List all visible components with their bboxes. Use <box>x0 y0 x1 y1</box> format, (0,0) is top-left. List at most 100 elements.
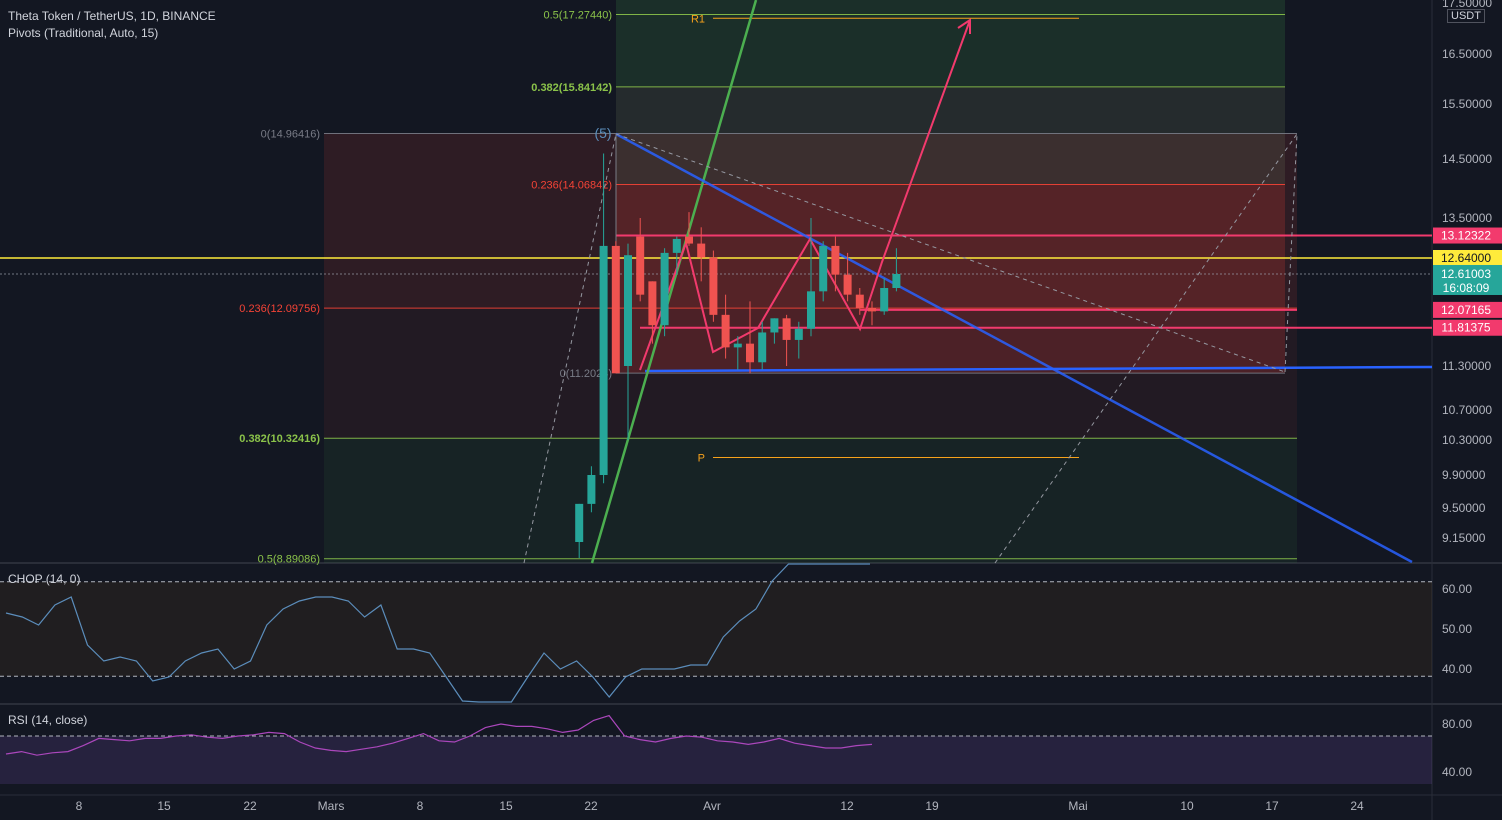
pivot-label: P <box>698 453 705 465</box>
price-label-text: 12.61003 <box>1441 267 1491 281</box>
candle-body <box>648 281 657 326</box>
time-axis-tick: 15 <box>499 799 513 813</box>
candle-body <box>819 245 828 292</box>
time-axis-tick: Mai <box>1068 799 1087 813</box>
candle-body <box>697 243 706 258</box>
price-axis-tick: 10.30000 <box>1442 433 1492 447</box>
indicators <box>0 563 1432 756</box>
price-axis-tick: 11.30000 <box>1442 359 1491 373</box>
time-axis-tick: Avr <box>703 799 721 813</box>
time-axis-tick: 22 <box>584 799 598 813</box>
rsi-axis-tick: 80.00 <box>1442 717 1472 731</box>
arrow-head <box>957 18 971 34</box>
price-label-text: 12.07165 <box>1441 303 1491 317</box>
candle-body <box>624 255 632 366</box>
candle-body <box>807 291 815 329</box>
price-label-text: 11.81375 <box>1441 321 1490 335</box>
fib2-level-label: 0.5(17.27440) <box>544 10 613 22</box>
time-axis-tick: 15 <box>157 799 171 813</box>
candle-body <box>831 245 840 275</box>
chop-indicator-title: CHOP (14, 0) <box>8 572 81 586</box>
fib1-level-label: 0.382(10.32416) <box>239 433 320 445</box>
candle-body <box>575 503 584 542</box>
pivot-label: R1 <box>691 13 705 25</box>
rsi-axis-tick: 40.00 <box>1442 765 1472 779</box>
dashed-channel-line <box>523 133 617 564</box>
price-axis-tick: 13.50000 <box>1442 211 1492 225</box>
fib1-level-label: 0.5(8.89086) <box>258 554 320 566</box>
price-axis-tick: 9.50000 <box>1442 501 1486 515</box>
price-label-box <box>1433 264 1502 295</box>
drawing-tools: 0(14.96416) 0.236(12.09756) 0.382(10.32416… <box>0 0 1433 566</box>
time-axis-tick: 10 <box>1180 799 1194 813</box>
time-axis-tick: 24 <box>1350 799 1364 813</box>
rsi-indicator-title: RSI (14, close) <box>8 713 88 727</box>
rsi-band <box>0 736 1432 784</box>
price-axis: 60.00 50.00 40.00 80.00 40.00 17.50000 16.5000… <box>76 0 1502 813</box>
price-axis-tick: 16.50000 <box>1442 47 1492 61</box>
price-axis-tick: 10.70000 <box>1442 403 1492 417</box>
dashed-channel-line <box>615 133 1286 373</box>
price-axis-tick: 9.15000 <box>1442 531 1486 545</box>
candle-body <box>660 252 669 326</box>
price-label-box <box>1433 250 1502 266</box>
price-label-box <box>1433 319 1502 336</box>
fib1-zone-0382-05 <box>324 438 1297 563</box>
candle-body <box>599 245 608 475</box>
candle-body <box>611 245 620 374</box>
base-trendline <box>644 365 1433 373</box>
price-axis-tick: 9.90000 <box>1442 468 1486 482</box>
candle-body <box>855 294 864 308</box>
green-trendline <box>590 0 758 564</box>
candle-body <box>868 308 876 312</box>
chop-axis-tick: 50.00 <box>1442 622 1472 636</box>
candle-body <box>636 236 645 295</box>
fib2-zone-0382-0236 <box>616 86 1285 185</box>
pivots-indicator-title: Pivots (Traditional, Auto, 15) <box>8 26 159 40</box>
time-axis-tick: 12 <box>840 799 854 813</box>
fib2-level-label: 0.382(15.84142) <box>531 82 612 94</box>
price-axis-tick: 15.50000 <box>1442 97 1492 111</box>
price-axis-tick: 17.50000 <box>1442 0 1492 10</box>
price-label-text: 12.64000 <box>1441 251 1491 265</box>
time-axis-tick: 8 <box>76 799 83 813</box>
candle-body <box>721 314 730 348</box>
candle-body <box>782 318 791 340</box>
fib1-level-label: 0(14.96416) <box>261 128 320 140</box>
time-axis-tick: 22 <box>243 799 257 813</box>
candle-body <box>770 318 779 333</box>
candle-body <box>794 328 803 340</box>
rsi-line <box>5 714 873 756</box>
time-axis-tick: Mars <box>318 799 345 813</box>
fib2-level-label: 0.236(14.06842) <box>531 179 612 191</box>
candle-body <box>892 274 901 288</box>
fib2-level-label: 0(11.2024) <box>560 368 612 380</box>
currency-badge[interactable]: USDT <box>1447 9 1485 23</box>
countdown-label: 16:08:09 <box>1443 281 1490 295</box>
candles <box>575 153 901 558</box>
wave-label: (5) <box>594 125 611 141</box>
candle-body <box>685 236 693 244</box>
chop-axis-tick: 40.00 <box>1442 662 1472 676</box>
candle-body <box>733 343 742 348</box>
candle-body <box>880 288 889 312</box>
chop-axis-tick: 60.00 <box>1442 582 1472 596</box>
candle-body <box>587 475 596 504</box>
fib1-level-label: 0.236(12.09756) <box>239 303 320 315</box>
price-label-box <box>1433 301 1502 318</box>
time-axis-tick: 19 <box>925 799 939 813</box>
candle-body <box>709 257 718 315</box>
time-axis-tick: 17 <box>1265 799 1279 813</box>
chop-band <box>0 581 1432 677</box>
price-axis-tick: 14.50000 <box>1442 152 1492 166</box>
symbol-title: Theta Token / TetherUS, 1D, BINANCE <box>8 9 216 23</box>
candle-body <box>746 343 754 363</box>
price-label-box <box>1433 227 1502 244</box>
candle-body <box>843 274 852 295</box>
candle-body <box>758 332 767 363</box>
chop-line <box>5 563 870 703</box>
time-axis-tick: 8 <box>417 799 424 813</box>
price-label-text: 13.12322 <box>1441 229 1491 243</box>
